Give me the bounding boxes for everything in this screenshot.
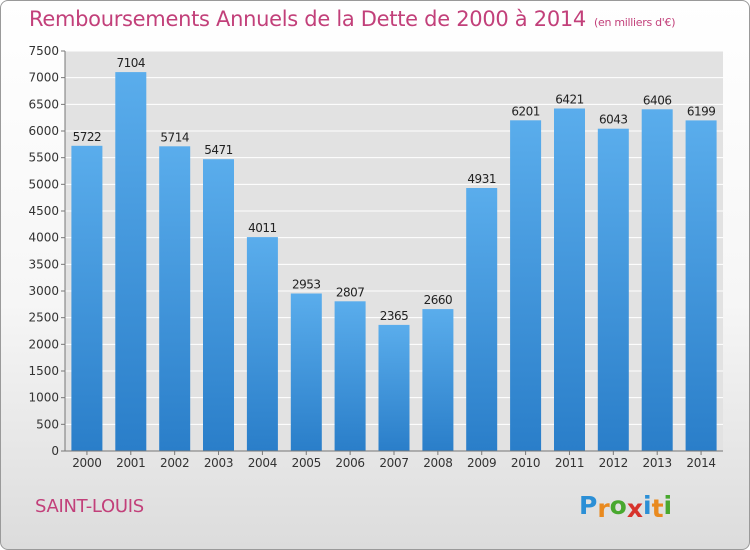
x-tick-label: 2005 — [292, 456, 321, 470]
y-tick-label: 4500 — [28, 204, 59, 218]
x-tick-label: 2014 — [686, 456, 715, 470]
bar — [246, 237, 278, 451]
data-label: 6201 — [511, 104, 540, 118]
y-tick-label: 5000 — [28, 177, 59, 191]
x-tick-label: 2012 — [599, 456, 628, 470]
data-label: 6421 — [555, 93, 584, 107]
y-tick-label: 0 — [51, 444, 59, 458]
city-name: SAINT-LOUIS — [35, 496, 144, 517]
logo-letter: i — [663, 491, 673, 520]
y-tick-label: 6500 — [28, 97, 59, 111]
x-tick-label: 2001 — [116, 456, 145, 470]
data-label: 7104 — [117, 56, 146, 70]
logo-letter: i — [643, 491, 652, 520]
y-tick-label: 3500 — [28, 257, 59, 271]
bar — [422, 309, 454, 451]
bar — [115, 72, 147, 451]
y-tick-label: 1500 — [28, 364, 59, 378]
chart-title: Remboursements Annuels de la Dette de 20… — [29, 7, 675, 31]
x-tick-label: 2013 — [643, 456, 672, 470]
y-tick-label: 1000 — [28, 391, 59, 405]
logo-letter: r — [597, 494, 610, 523]
bar — [466, 188, 498, 451]
y-tick-label: 4000 — [28, 231, 59, 245]
y-tick-label: 7000 — [28, 71, 59, 85]
data-label: 6043 — [599, 113, 628, 127]
y-tick-label: 2500 — [28, 311, 59, 325]
y-tick-label: 7500 — [28, 44, 59, 58]
y-tick-label: 5500 — [28, 151, 59, 165]
bar — [159, 146, 191, 452]
x-tick-label: 2003 — [204, 456, 233, 470]
y-tick-label: 2000 — [28, 337, 59, 351]
x-tick-label: 2004 — [248, 456, 277, 470]
bar — [597, 128, 629, 451]
bar — [71, 145, 103, 452]
x-tick-label: 2009 — [467, 456, 496, 470]
chart-subtitle: (en milliers d'€) — [594, 16, 676, 29]
data-label: 2660 — [424, 293, 453, 307]
x-tick-label: 2011 — [555, 456, 584, 470]
bar — [554, 108, 585, 451]
x-tick-label: 2006 — [335, 456, 364, 470]
logo-letter: x — [626, 494, 643, 523]
proxiti-logo: Proxiti — [579, 491, 673, 523]
y-tick-label: 6000 — [28, 124, 59, 138]
x-tick-label: 2007 — [379, 456, 408, 470]
data-label: 6199 — [687, 104, 716, 118]
bar — [641, 109, 673, 452]
data-label: 5714 — [160, 130, 189, 144]
bar — [334, 301, 366, 451]
data-label: 4931 — [467, 172, 496, 186]
bar — [510, 120, 542, 452]
x-tick-label: 2000 — [72, 456, 101, 470]
bar — [685, 120, 717, 452]
data-label: 6406 — [643, 93, 672, 107]
data-label: 2365 — [380, 309, 409, 323]
data-label: 5722 — [73, 130, 102, 144]
logo-letter: P — [579, 491, 598, 520]
logo-letter: o — [609, 491, 627, 520]
logo-letter: t — [651, 494, 664, 523]
bar — [203, 159, 234, 451]
y-tick-label: 3000 — [28, 284, 59, 298]
bar — [290, 293, 322, 451]
bar — [378, 324, 410, 451]
data-label: 2953 — [292, 278, 321, 292]
x-tick-label: 2002 — [160, 456, 189, 470]
data-label: 2807 — [336, 285, 365, 299]
x-tick-label: 2008 — [423, 456, 452, 470]
x-tick-label: 2010 — [511, 456, 540, 470]
data-label: 4011 — [248, 221, 277, 235]
chart-title-text: Remboursements Annuels de la Dette de 20… — [29, 7, 586, 31]
data-label: 5471 — [204, 143, 233, 157]
y-tick-label: 500 — [36, 417, 59, 431]
